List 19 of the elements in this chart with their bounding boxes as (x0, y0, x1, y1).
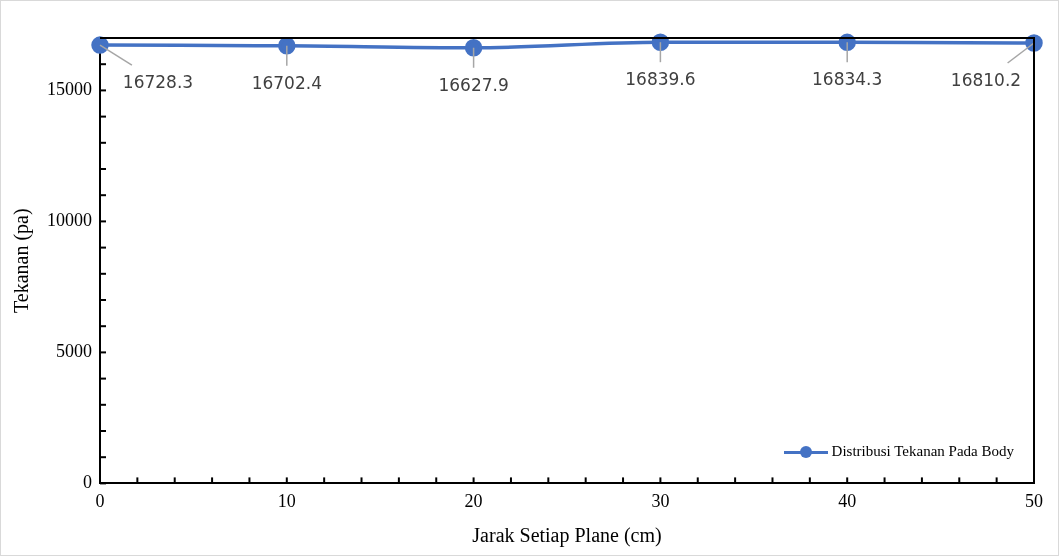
data-label: 16810.2 (950, 69, 1022, 90)
x-tick-label: 30 (651, 490, 670, 511)
y-tick-label: 0 (83, 472, 92, 493)
data-label: 16702.4 (251, 72, 322, 93)
y-axis-title: Tekanan (pa) (10, 208, 34, 314)
y-tick-label: 10000 (47, 210, 92, 231)
x-tick-label: 10 (277, 490, 296, 511)
data-label: 16627.9 (438, 74, 509, 95)
x-tick-label: 40 (838, 490, 857, 511)
x-axis-title: Jarak Setiap Plane (cm) (472, 524, 662, 548)
y-tick-label: 15000 (47, 79, 92, 100)
x-tick-label: 0 (95, 490, 105, 511)
x-tick-label: 20 (464, 490, 483, 511)
legend-label: Distribusi Tekanan Pada Body (831, 443, 1014, 460)
data-label: 16839.6 (625, 69, 696, 90)
x-tick-label: 50 (1025, 490, 1043, 511)
y-tick-label: 5000 (56, 341, 92, 362)
data-label: 16834.3 (812, 69, 883, 90)
data-label: 16728.3 (122, 72, 194, 93)
